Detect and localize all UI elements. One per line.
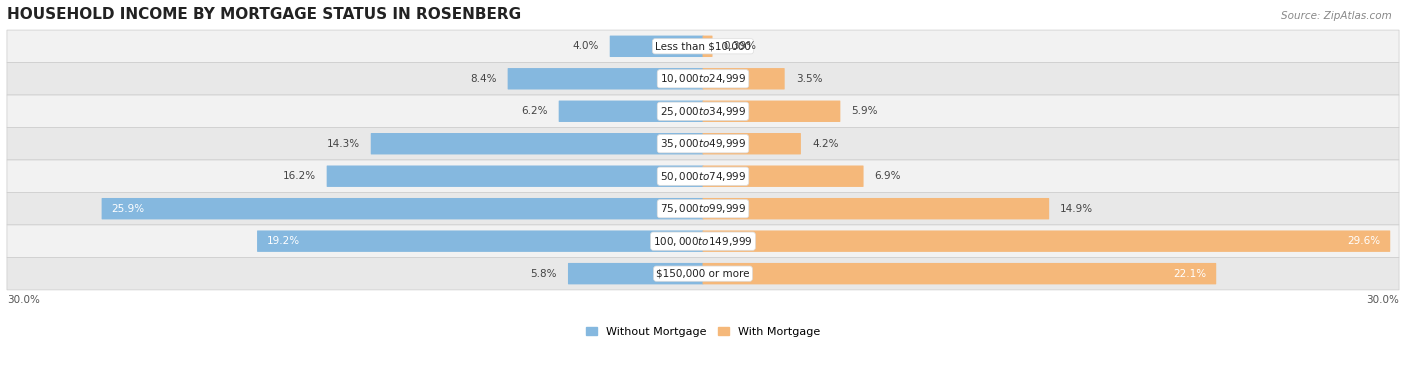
FancyBboxPatch shape <box>7 225 1399 257</box>
Legend: Without Mortgage, With Mortgage: Without Mortgage, With Mortgage <box>582 322 824 341</box>
FancyBboxPatch shape <box>508 68 703 90</box>
FancyBboxPatch shape <box>568 263 703 284</box>
Text: 29.6%: 29.6% <box>1347 236 1381 246</box>
Text: 4.2%: 4.2% <box>813 139 838 149</box>
Text: $10,000 to $24,999: $10,000 to $24,999 <box>659 72 747 85</box>
FancyBboxPatch shape <box>7 62 1399 95</box>
FancyBboxPatch shape <box>703 231 1391 252</box>
FancyBboxPatch shape <box>703 133 801 155</box>
Text: Less than $10,000: Less than $10,000 <box>655 41 751 51</box>
FancyBboxPatch shape <box>101 198 703 219</box>
Text: 30.0%: 30.0% <box>1367 295 1399 305</box>
FancyBboxPatch shape <box>7 192 1399 225</box>
FancyBboxPatch shape <box>610 36 703 57</box>
Text: $100,000 to $149,999: $100,000 to $149,999 <box>654 235 752 248</box>
FancyBboxPatch shape <box>7 127 1399 160</box>
FancyBboxPatch shape <box>326 166 703 187</box>
Text: 16.2%: 16.2% <box>283 171 315 181</box>
FancyBboxPatch shape <box>257 231 703 252</box>
Text: 0.39%: 0.39% <box>724 41 756 51</box>
FancyBboxPatch shape <box>703 101 841 122</box>
FancyBboxPatch shape <box>371 133 703 155</box>
Text: 22.1%: 22.1% <box>1174 269 1206 279</box>
FancyBboxPatch shape <box>558 101 703 122</box>
Text: 3.5%: 3.5% <box>796 74 823 84</box>
Text: 8.4%: 8.4% <box>470 74 496 84</box>
Text: $150,000 or more: $150,000 or more <box>657 269 749 279</box>
Text: 5.9%: 5.9% <box>852 106 877 116</box>
FancyBboxPatch shape <box>703 68 785 90</box>
FancyBboxPatch shape <box>703 166 863 187</box>
Text: HOUSEHOLD INCOME BY MORTGAGE STATUS IN ROSENBERG: HOUSEHOLD INCOME BY MORTGAGE STATUS IN R… <box>7 7 522 22</box>
FancyBboxPatch shape <box>703 36 713 57</box>
Text: 6.2%: 6.2% <box>522 106 547 116</box>
Text: $35,000 to $49,999: $35,000 to $49,999 <box>659 137 747 150</box>
Text: 5.8%: 5.8% <box>530 269 557 279</box>
FancyBboxPatch shape <box>7 257 1399 290</box>
FancyBboxPatch shape <box>7 30 1399 62</box>
FancyBboxPatch shape <box>703 198 1049 219</box>
Text: $75,000 to $99,999: $75,000 to $99,999 <box>659 202 747 215</box>
Text: 4.0%: 4.0% <box>572 41 599 51</box>
Text: 25.9%: 25.9% <box>111 204 145 214</box>
FancyBboxPatch shape <box>703 263 1216 284</box>
FancyBboxPatch shape <box>7 160 1399 192</box>
Text: $50,000 to $74,999: $50,000 to $74,999 <box>659 170 747 183</box>
FancyBboxPatch shape <box>7 95 1399 127</box>
Text: 30.0%: 30.0% <box>7 295 39 305</box>
Text: 19.2%: 19.2% <box>267 236 299 246</box>
Text: 6.9%: 6.9% <box>875 171 901 181</box>
Text: 14.9%: 14.9% <box>1060 204 1094 214</box>
Text: 14.3%: 14.3% <box>326 139 360 149</box>
Text: Source: ZipAtlas.com: Source: ZipAtlas.com <box>1281 11 1392 21</box>
Text: $25,000 to $34,999: $25,000 to $34,999 <box>659 105 747 118</box>
